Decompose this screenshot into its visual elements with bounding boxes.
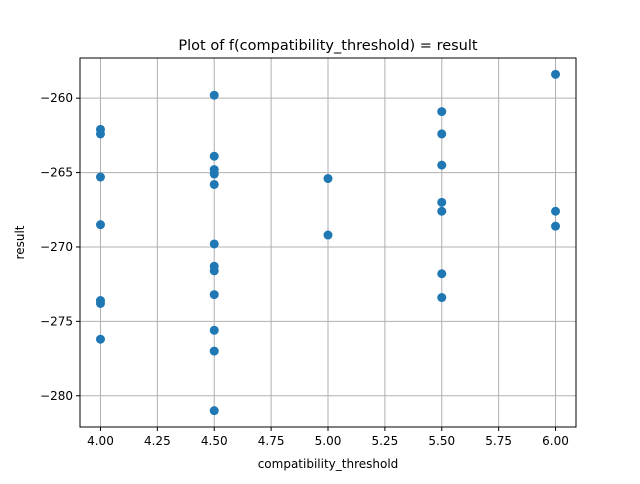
y-axis-label: result bbox=[13, 225, 27, 259]
data-point bbox=[209, 179, 219, 189]
data-point bbox=[209, 151, 219, 161]
x-axis: 4.00 4.25 4.50 4.75 5.00 5.25 5.50 5.75 6.00 bbox=[87, 427, 569, 448]
grid bbox=[80, 58, 576, 427]
data-point bbox=[437, 197, 447, 207]
y-tick-label: −265 bbox=[40, 166, 73, 180]
data-point bbox=[95, 220, 105, 230]
data-point bbox=[437, 293, 447, 303]
data-point bbox=[437, 107, 447, 117]
x-tick-label: 4.25 bbox=[144, 434, 171, 448]
x-tick-label: 6.00 bbox=[542, 434, 569, 448]
data-point bbox=[323, 230, 333, 240]
y-tick-label: −270 bbox=[40, 240, 73, 254]
data-points bbox=[95, 69, 561, 416]
data-point bbox=[209, 239, 219, 249]
x-tick-label: 4.00 bbox=[87, 434, 114, 448]
data-point bbox=[95, 172, 105, 182]
chart-title: Plot of f(compatibility_threshold) = res… bbox=[178, 38, 478, 54]
data-point bbox=[209, 266, 219, 276]
data-point bbox=[551, 221, 561, 231]
y-tick-label: −275 bbox=[40, 314, 73, 328]
y-tick-label: −280 bbox=[40, 389, 73, 403]
y-axis: −280 −275 −270 −265 −260 bbox=[40, 91, 80, 403]
data-point bbox=[95, 334, 105, 344]
data-point bbox=[437, 129, 447, 139]
x-tick-label: 4.75 bbox=[258, 434, 285, 448]
data-point bbox=[323, 174, 333, 184]
data-point bbox=[437, 206, 447, 216]
y-tick-label: −260 bbox=[40, 91, 73, 105]
x-tick-label: 5.50 bbox=[428, 434, 455, 448]
data-point bbox=[551, 206, 561, 216]
data-point bbox=[209, 325, 219, 335]
data-point bbox=[209, 406, 219, 416]
data-point bbox=[437, 160, 447, 170]
data-point bbox=[209, 346, 219, 356]
data-point bbox=[551, 69, 561, 79]
x-tick-label: 4.50 bbox=[201, 434, 228, 448]
x-tick-label: 5.25 bbox=[372, 434, 399, 448]
data-point bbox=[209, 169, 219, 179]
data-point bbox=[209, 90, 219, 100]
x-tick-label: 5.00 bbox=[315, 434, 342, 448]
data-point bbox=[95, 299, 105, 309]
data-point bbox=[209, 290, 219, 300]
x-tick-label: 5.75 bbox=[485, 434, 512, 448]
data-point bbox=[95, 129, 105, 139]
x-axis-label: compatibility_threshold bbox=[258, 457, 399, 471]
data-point bbox=[437, 269, 447, 279]
